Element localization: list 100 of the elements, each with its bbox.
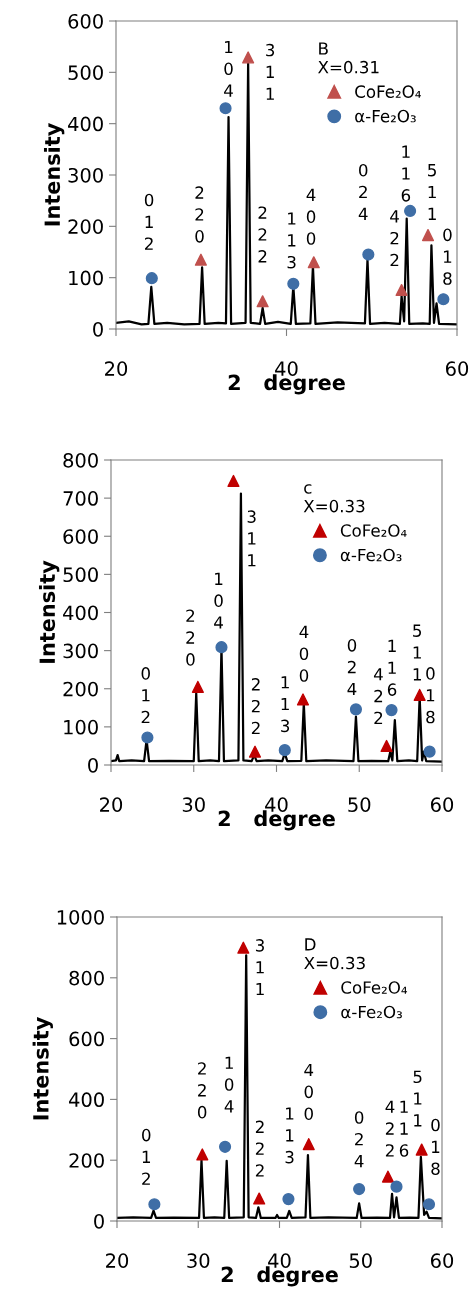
y-tick-label: 1000 — [57, 909, 104, 925]
point — [395, 283, 408, 297]
annotation: 1 0 4 — [224, 1056, 234, 1113]
y-axis-title: Intensity — [32, 1017, 53, 1120]
point — [404, 204, 417, 218]
point — [353, 1183, 366, 1196]
y-tick-label: 0 — [93, 321, 103, 337]
annotation: 0 1 2 — [141, 667, 150, 724]
x-axis-title: 2 degree — [221, 1266, 338, 1287]
annotation: 0 1 8 — [431, 1118, 440, 1176]
x-tick-label: 50 — [349, 1253, 372, 1268]
point — [287, 277, 300, 290]
annotation: 4 2 2 — [385, 1100, 395, 1157]
legend-label: CoFe₂O₄ — [341, 981, 408, 994]
y-tick-label: 300 — [63, 643, 98, 659]
x-tick-label: 30 — [187, 1253, 210, 1268]
point — [145, 272, 158, 285]
point — [242, 51, 255, 64]
annotation: 0 1 8 — [443, 228, 452, 285]
y-tick-label: 800 — [69, 970, 104, 986]
legend-title: c X=0.33 — [303, 484, 365, 513]
y-tick-label: 0 — [88, 757, 98, 773]
y-tick-label: 200 — [63, 681, 98, 697]
y-tick-label: 400 — [63, 605, 98, 621]
x-tick-label: 60 — [430, 797, 454, 812]
point — [194, 253, 207, 266]
point — [362, 248, 375, 261]
y-tick-label: 600 — [63, 529, 98, 544]
y-axis-title: Intensity — [43, 123, 65, 226]
annotation: 0 2 4 — [358, 163, 368, 220]
x-tick-label: 40 — [268, 1253, 291, 1268]
y-tick-label: 100 — [69, 270, 103, 286]
point — [349, 703, 363, 716]
annotation: 4 2 2 — [390, 210, 399, 267]
y-tick-label: 300 — [68, 167, 103, 183]
y-tick-label: 500 — [68, 65, 103, 80]
y-tick-label: 0 — [94, 1213, 104, 1229]
annotation: 4 0 0 — [299, 625, 309, 682]
annotation: 4 0 0 — [306, 188, 316, 245]
point — [227, 474, 240, 488]
annotation: 2 2 2 — [251, 678, 260, 735]
point — [423, 745, 436, 758]
point — [141, 731, 154, 744]
annotation: 1 1 6 — [387, 639, 397, 696]
point — [415, 1143, 428, 1156]
y-tick-label: 200 — [68, 219, 103, 234]
point — [307, 256, 320, 269]
annotation: 3 1 1 — [247, 510, 256, 567]
x-tick-label: 40 — [265, 797, 288, 812]
annotation: 2 2 2 — [258, 206, 267, 263]
point — [422, 1198, 436, 1211]
point — [421, 228, 435, 242]
x-tick-label: 40 — [275, 361, 298, 376]
point — [282, 1193, 295, 1206]
annotation: 1 1 3 — [281, 676, 290, 733]
x-axis-title: 2 degree — [228, 374, 345, 395]
annotation: 4 0 0 — [304, 1063, 314, 1120]
annotation: 4 2 2 — [373, 668, 383, 725]
y-tick-label: 200 — [69, 1153, 104, 1168]
point — [437, 293, 450, 306]
point — [253, 1192, 266, 1205]
annotation: 1 1 3 — [285, 1107, 294, 1164]
point — [385, 704, 398, 717]
legend-label: CoFe₂O₄ — [355, 85, 421, 98]
point — [390, 1180, 403, 1193]
point — [413, 688, 426, 701]
y-tick-label: 600 — [68, 13, 103, 29]
y-tick-label: 800 — [63, 452, 98, 468]
annotation: 0 2 4 — [354, 1111, 364, 1168]
legend-title: B X=0.31 — [318, 42, 379, 74]
legend-label: α-Fe₂O₃ — [340, 548, 402, 562]
annotation: 1 1 6 — [399, 1100, 409, 1157]
legend-label: CoFe₂O₄ — [340, 524, 407, 537]
point — [218, 1140, 232, 1153]
x-tick-label: 60 — [430, 1253, 454, 1268]
x-axis-title: 2 degree — [218, 810, 335, 831]
annotation: 0 1 8 — [426, 667, 435, 724]
annotation: 5 1 1 — [413, 624, 422, 681]
annotation: 1 0 4 — [224, 40, 233, 97]
point — [148, 1198, 161, 1211]
annotation: 0 2 4 — [347, 639, 357, 696]
point — [278, 744, 291, 757]
point — [237, 941, 250, 954]
y-tick-label: 400 — [68, 116, 103, 132]
annotation: 2 2 0 — [195, 186, 204, 243]
point — [256, 295, 269, 308]
annotation: 3 1 1 — [255, 939, 264, 996]
annotation: 1 1 6 — [401, 145, 411, 202]
annotation: 3 1 1 — [266, 43, 275, 100]
legend-label: α-Fe₂O₃ — [355, 109, 416, 123]
x-tick-label: 20 — [100, 797, 123, 812]
legend-title: D X=0.33 — [304, 938, 365, 970]
annotation: 2 2 0 — [197, 1062, 207, 1119]
point — [296, 693, 310, 706]
annotation: 0 1 2 — [144, 193, 154, 250]
y-tick-label: 600 — [69, 1031, 104, 1047]
x-tick-label: 50 — [348, 797, 371, 812]
point — [380, 739, 393, 753]
point — [219, 102, 232, 115]
y-axis-title: Intensity — [38, 560, 60, 663]
